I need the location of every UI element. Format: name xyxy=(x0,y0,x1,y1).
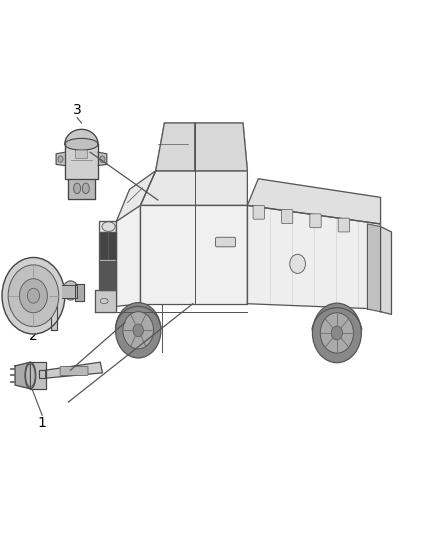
FancyBboxPatch shape xyxy=(60,367,88,375)
Polygon shape xyxy=(98,152,107,165)
Polygon shape xyxy=(15,362,30,389)
Ellipse shape xyxy=(65,139,98,150)
Circle shape xyxy=(123,312,153,349)
Polygon shape xyxy=(117,205,141,306)
Ellipse shape xyxy=(102,222,115,231)
Polygon shape xyxy=(46,362,102,378)
Polygon shape xyxy=(100,232,116,259)
Polygon shape xyxy=(155,123,195,171)
FancyBboxPatch shape xyxy=(282,209,293,223)
Polygon shape xyxy=(75,284,84,301)
Ellipse shape xyxy=(25,362,36,389)
Circle shape xyxy=(100,156,105,163)
Polygon shape xyxy=(141,205,247,304)
Circle shape xyxy=(290,254,305,273)
FancyBboxPatch shape xyxy=(75,150,88,159)
Text: 2: 2 xyxy=(29,329,38,343)
Polygon shape xyxy=(39,370,46,378)
Polygon shape xyxy=(30,362,46,389)
Polygon shape xyxy=(65,144,98,179)
Polygon shape xyxy=(56,152,65,165)
Polygon shape xyxy=(100,261,116,290)
Ellipse shape xyxy=(74,183,81,193)
FancyBboxPatch shape xyxy=(310,214,321,228)
Polygon shape xyxy=(155,123,247,171)
Circle shape xyxy=(312,303,361,363)
FancyBboxPatch shape xyxy=(215,237,236,247)
Polygon shape xyxy=(247,205,381,309)
Polygon shape xyxy=(247,179,381,224)
FancyBboxPatch shape xyxy=(338,218,350,232)
Polygon shape xyxy=(68,179,95,199)
Circle shape xyxy=(8,265,59,327)
Text: 3: 3 xyxy=(73,103,81,117)
Polygon shape xyxy=(99,221,117,309)
Polygon shape xyxy=(117,171,155,221)
Polygon shape xyxy=(141,171,247,205)
FancyBboxPatch shape xyxy=(253,205,265,219)
Circle shape xyxy=(63,281,78,300)
Circle shape xyxy=(116,303,161,358)
Circle shape xyxy=(320,313,353,353)
Polygon shape xyxy=(51,306,57,330)
Polygon shape xyxy=(62,285,77,298)
Text: 1: 1 xyxy=(38,416,46,430)
Polygon shape xyxy=(95,290,117,312)
Circle shape xyxy=(2,257,65,334)
Polygon shape xyxy=(195,123,247,171)
Circle shape xyxy=(331,326,343,340)
Polygon shape xyxy=(381,227,392,314)
Ellipse shape xyxy=(82,183,89,193)
Circle shape xyxy=(27,288,39,303)
Circle shape xyxy=(19,279,47,313)
Circle shape xyxy=(58,156,63,163)
Polygon shape xyxy=(65,130,98,144)
Ellipse shape xyxy=(100,298,108,304)
Polygon shape xyxy=(367,224,381,312)
Circle shape xyxy=(133,324,144,337)
